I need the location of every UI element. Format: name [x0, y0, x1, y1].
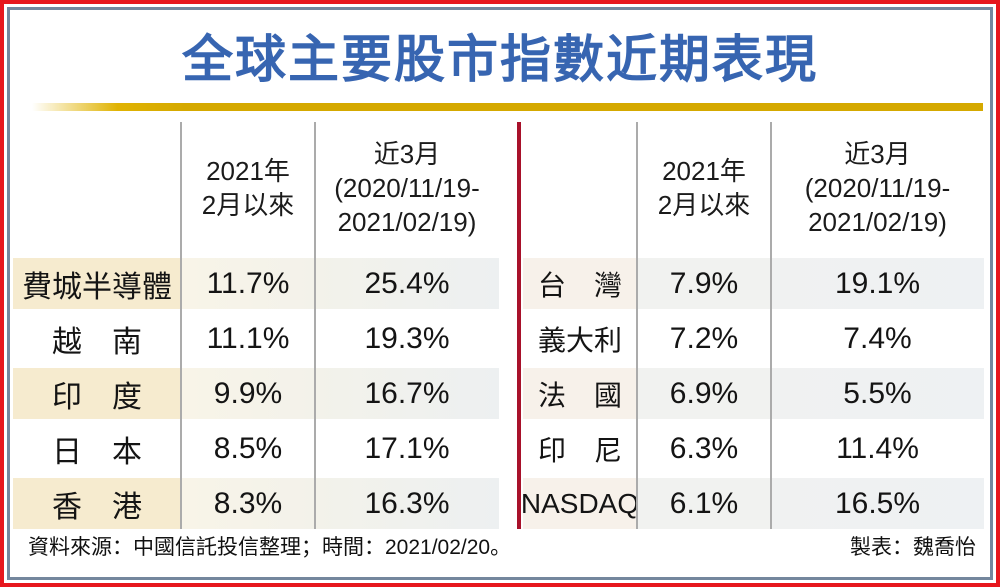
header-line: (2020/11/19-: [804, 173, 951, 203]
header-since-feb: 2021年 2月以來: [181, 122, 315, 254]
table-row: NASDAQ 6.1% 16.5%: [521, 478, 984, 529]
tables-area: 2021年 2月以來 近3月 (2020/11/19- 2021/02/19) …: [13, 122, 984, 529]
table-header: 2021年 2月以來 近3月 (2020/11/19- 2021/02/19): [13, 122, 499, 254]
since-feb-value: 6.1%: [637, 478, 771, 529]
header-line: 2021年: [662, 156, 746, 186]
header-line: 2021年: [206, 156, 290, 186]
market-name: 日 本: [52, 435, 142, 469]
header-line: 2021/02/19): [808, 207, 947, 237]
header-empty-cell: [523, 122, 637, 254]
column-divider: [180, 122, 182, 529]
header-since-feb: 2021年 2月以來: [637, 122, 771, 254]
header-line: 2月以來: [201, 190, 295, 220]
market-name: 費城半導體: [13, 258, 181, 309]
center-divider-line: [517, 122, 521, 529]
header-line: 近3月: [844, 139, 911, 169]
header-line: 2月以來: [657, 190, 751, 220]
column-divider: [770, 122, 772, 529]
market-name: 台 灣: [523, 258, 637, 309]
header-line: 近3月: [373, 139, 441, 169]
table-row: 台 灣 7.9% 19.1%: [523, 258, 984, 309]
table-row: 法 國 6.9% 5.5%: [523, 368, 984, 419]
since-feb-value: 6.9%: [637, 368, 771, 419]
source-note: 資料來源：中國信託投信整理；時間：2021/02/20。: [28, 536, 512, 559]
column-divider: [314, 122, 316, 529]
three-month-value: 16.7%: [315, 368, 499, 419]
market-name: 法 國: [523, 368, 637, 419]
table-left: 2021年 2月以來 近3月 (2020/11/19- 2021/02/19) …: [13, 122, 499, 529]
table-row: 香 港 8.3% 16.3%: [13, 478, 499, 529]
three-month-value: 5.5%: [771, 368, 984, 419]
header-empty-cell: [13, 122, 181, 254]
column-divider: [636, 122, 638, 529]
table-row: 印 度 9.9% 16.7%: [13, 368, 499, 419]
header-three-month: 近3月 (2020/11/19- 2021/02/19): [315, 122, 499, 254]
credit-note: 製表：魏喬怡: [850, 536, 976, 559]
footer: 資料來源：中國信託投信整理；時間：2021/02/20。 製表：魏喬怡: [28, 531, 976, 561]
header-three-month: 近3月 (2020/11/19- 2021/02/19): [771, 122, 984, 254]
three-month-value: 19.3%: [364, 321, 450, 355]
three-month-value: 16.5%: [771, 478, 984, 529]
since-feb-value: 8.3%: [181, 478, 315, 529]
three-month-value: 17.1%: [364, 431, 450, 465]
three-month-value: 16.3%: [315, 478, 499, 529]
table-row: 印 尼 6.3% 11.4%: [523, 423, 984, 474]
table-row: 日 本 8.5% 17.1%: [13, 423, 499, 474]
since-feb-value: 11.7%: [181, 258, 315, 309]
market-name: 印 度: [13, 368, 181, 419]
since-feb-value: 7.9%: [637, 258, 771, 309]
since-feb-value: 7.2%: [669, 321, 739, 355]
market-name: NASDAQ: [521, 478, 639, 529]
three-month-value: 25.4%: [315, 258, 499, 309]
table-row: 費城半導體 11.7% 25.4%: [13, 258, 499, 309]
since-feb-value: 8.5%: [213, 431, 283, 465]
since-feb-value: 11.1%: [206, 321, 290, 355]
header-line: (2020/11/19-: [334, 173, 480, 203]
three-month-value: 11.4%: [836, 431, 919, 465]
since-feb-value: 9.9%: [181, 368, 315, 419]
title-divider-bar: [32, 103, 983, 111]
table-right: 2021年 2月以來 近3月 (2020/11/19- 2021/02/19) …: [521, 122, 984, 529]
market-name: 越 南: [52, 325, 142, 359]
table-header: 2021年 2月以來 近3月 (2020/11/19- 2021/02/19): [523, 122, 984, 254]
since-feb-value: 6.3%: [669, 431, 739, 465]
page-title: 全球主要股市指數近期表現: [181, 31, 818, 88]
table-row: 義大利 7.2% 7.4%: [523, 313, 984, 364]
three-month-value: 7.4%: [843, 321, 912, 355]
market-name: 義大利: [537, 324, 622, 356]
table-row: 越 南 11.1% 19.3%: [13, 313, 499, 364]
market-name: 香 港: [13, 478, 181, 529]
market-name: 印 尼: [537, 434, 622, 466]
header-line: 2021/02/19): [337, 207, 477, 237]
three-month-value: 19.1%: [771, 258, 984, 309]
